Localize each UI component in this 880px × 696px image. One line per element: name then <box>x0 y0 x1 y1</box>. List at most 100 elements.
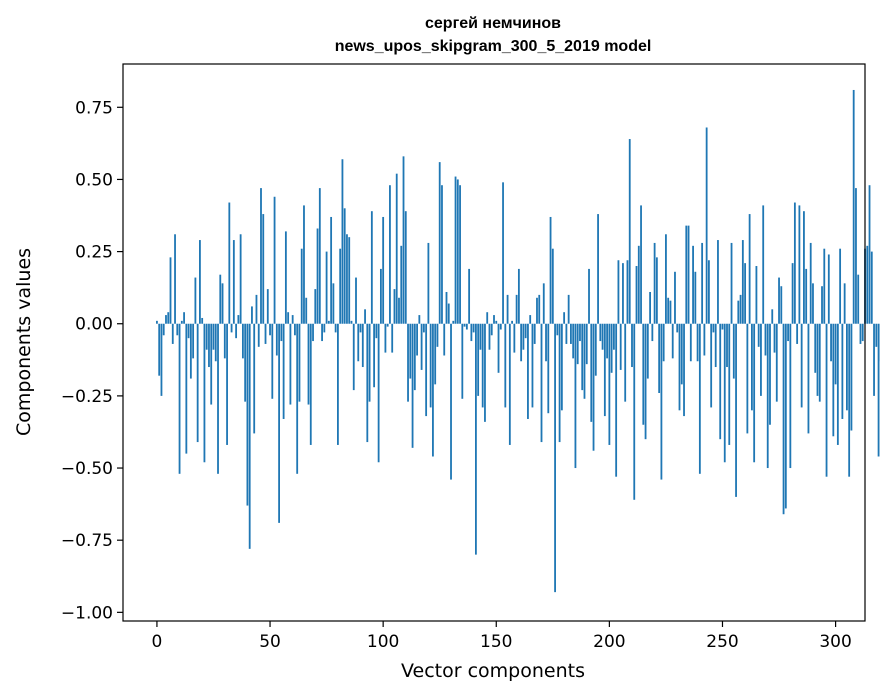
bar <box>644 323 647 440</box>
bar <box>615 323 618 477</box>
x-tick-label: 300 <box>819 632 851 652</box>
bar <box>468 268 471 324</box>
bar <box>493 315 495 324</box>
bar <box>866 245 869 324</box>
bar <box>597 214 599 324</box>
bar <box>271 323 274 399</box>
bar <box>712 323 715 333</box>
bar <box>490 323 493 336</box>
bar <box>612 323 615 350</box>
x-axis-label: Vector components <box>401 660 585 682</box>
bar <box>291 315 294 324</box>
bar <box>282 323 285 419</box>
bar <box>398 297 400 324</box>
bar <box>606 323 609 359</box>
bar <box>581 323 584 391</box>
bar <box>655 257 658 324</box>
bar <box>273 196 276 324</box>
bar <box>601 323 604 350</box>
bar <box>228 202 231 324</box>
bar <box>359 323 362 333</box>
bar <box>737 300 740 324</box>
bar <box>479 323 482 350</box>
bar <box>303 205 305 324</box>
bar <box>502 182 504 324</box>
bar <box>877 323 880 457</box>
bar <box>750 323 753 411</box>
bar <box>377 323 380 463</box>
bar <box>352 323 355 391</box>
bar <box>199 240 201 324</box>
bar <box>382 216 385 324</box>
bar <box>508 323 511 445</box>
bar <box>499 323 502 330</box>
bar <box>658 323 661 393</box>
bar <box>413 323 416 391</box>
bar <box>787 323 789 342</box>
bar <box>418 315 421 324</box>
bar <box>332 283 335 324</box>
bar <box>796 323 799 344</box>
bar <box>300 248 303 324</box>
bar <box>558 323 561 443</box>
bar <box>861 323 864 342</box>
bar <box>323 323 326 333</box>
bar <box>257 323 260 347</box>
bar <box>735 323 737 497</box>
bar <box>454 176 457 324</box>
bar <box>318 188 321 324</box>
bar <box>798 205 801 324</box>
bar <box>294 323 296 336</box>
bar <box>481 323 484 408</box>
bar <box>314 289 317 324</box>
y-tick-label: −0.75 <box>61 531 113 551</box>
bar <box>436 323 439 347</box>
bar <box>637 245 640 324</box>
bar <box>542 283 545 324</box>
bar <box>755 266 758 324</box>
bar <box>284 231 287 324</box>
y-tick-label: 0.50 <box>75 170 113 190</box>
bar <box>400 245 403 324</box>
bar <box>178 323 181 474</box>
bar <box>579 323 581 342</box>
bar <box>680 323 683 385</box>
bar <box>585 323 588 365</box>
bar <box>608 323 611 445</box>
bar <box>708 260 710 324</box>
bar <box>520 323 523 362</box>
bar <box>739 294 742 324</box>
bar <box>350 320 353 324</box>
bar <box>689 323 692 362</box>
bar <box>563 312 566 324</box>
bar <box>728 323 731 445</box>
bar <box>262 214 265 324</box>
bar <box>506 294 509 324</box>
bar <box>533 323 536 344</box>
bar <box>180 320 183 324</box>
bar <box>364 309 366 324</box>
bar <box>513 323 516 353</box>
bar <box>549 216 552 324</box>
bar <box>676 323 679 333</box>
bar <box>210 323 213 405</box>
bar <box>355 277 357 324</box>
bar <box>212 323 215 350</box>
bar <box>373 323 376 388</box>
bar <box>685 225 688 324</box>
bar <box>504 323 507 408</box>
bar <box>470 323 473 342</box>
bar <box>748 214 751 324</box>
bar <box>488 323 491 350</box>
bar <box>174 234 176 324</box>
bar <box>570 323 572 344</box>
bar <box>379 268 382 324</box>
bar <box>370 211 373 324</box>
bar <box>341 159 344 324</box>
bar <box>665 234 667 324</box>
bar <box>868 185 871 324</box>
bar <box>823 248 826 324</box>
bar <box>386 323 389 327</box>
bar <box>287 312 290 324</box>
bar <box>547 323 550 414</box>
